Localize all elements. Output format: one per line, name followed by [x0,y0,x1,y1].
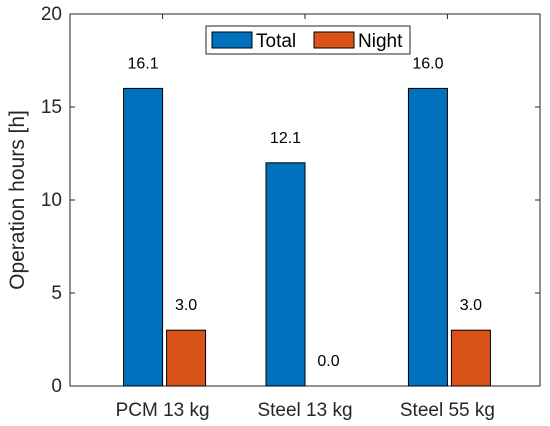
x-tick-label: Steel 55 kg [400,400,495,421]
bar-total [123,87,164,387]
legend-swatch-total [211,31,253,49]
y-tick-label: 20 [41,4,62,25]
x-tick-label: PCM 13 kg [116,400,210,421]
data-label: 12.1 [270,130,301,147]
legend-label: Night [358,31,403,52]
plot-area: 0 5 10 15 20 PCM 13 kg 16.1 3.0 Steel 13 kg 12.1 0… [41,4,541,421]
data-label: 0.0 [317,353,339,370]
x-tick-label: Steel 13 kg [257,400,352,421]
bar-total [407,87,448,387]
bar-night [166,329,207,387]
data-label: 3.0 [175,297,197,314]
y-axis-label: Operation hours [h] [6,110,29,290]
y-tick-label: 5 [51,283,62,304]
legend-label: Total [256,31,296,52]
y-tick-label: 0 [51,376,62,397]
data-label: 3.0 [460,297,482,314]
data-label: 16.0 [412,55,443,72]
bar-night [450,329,491,387]
bar-total [265,162,306,387]
legend-swatch-night [313,31,355,49]
y-tick-label: 15 [41,97,62,118]
y-tick-label: 10 [41,190,62,211]
legend: Total Night [205,25,411,55]
data-label: 16.1 [128,55,159,72]
